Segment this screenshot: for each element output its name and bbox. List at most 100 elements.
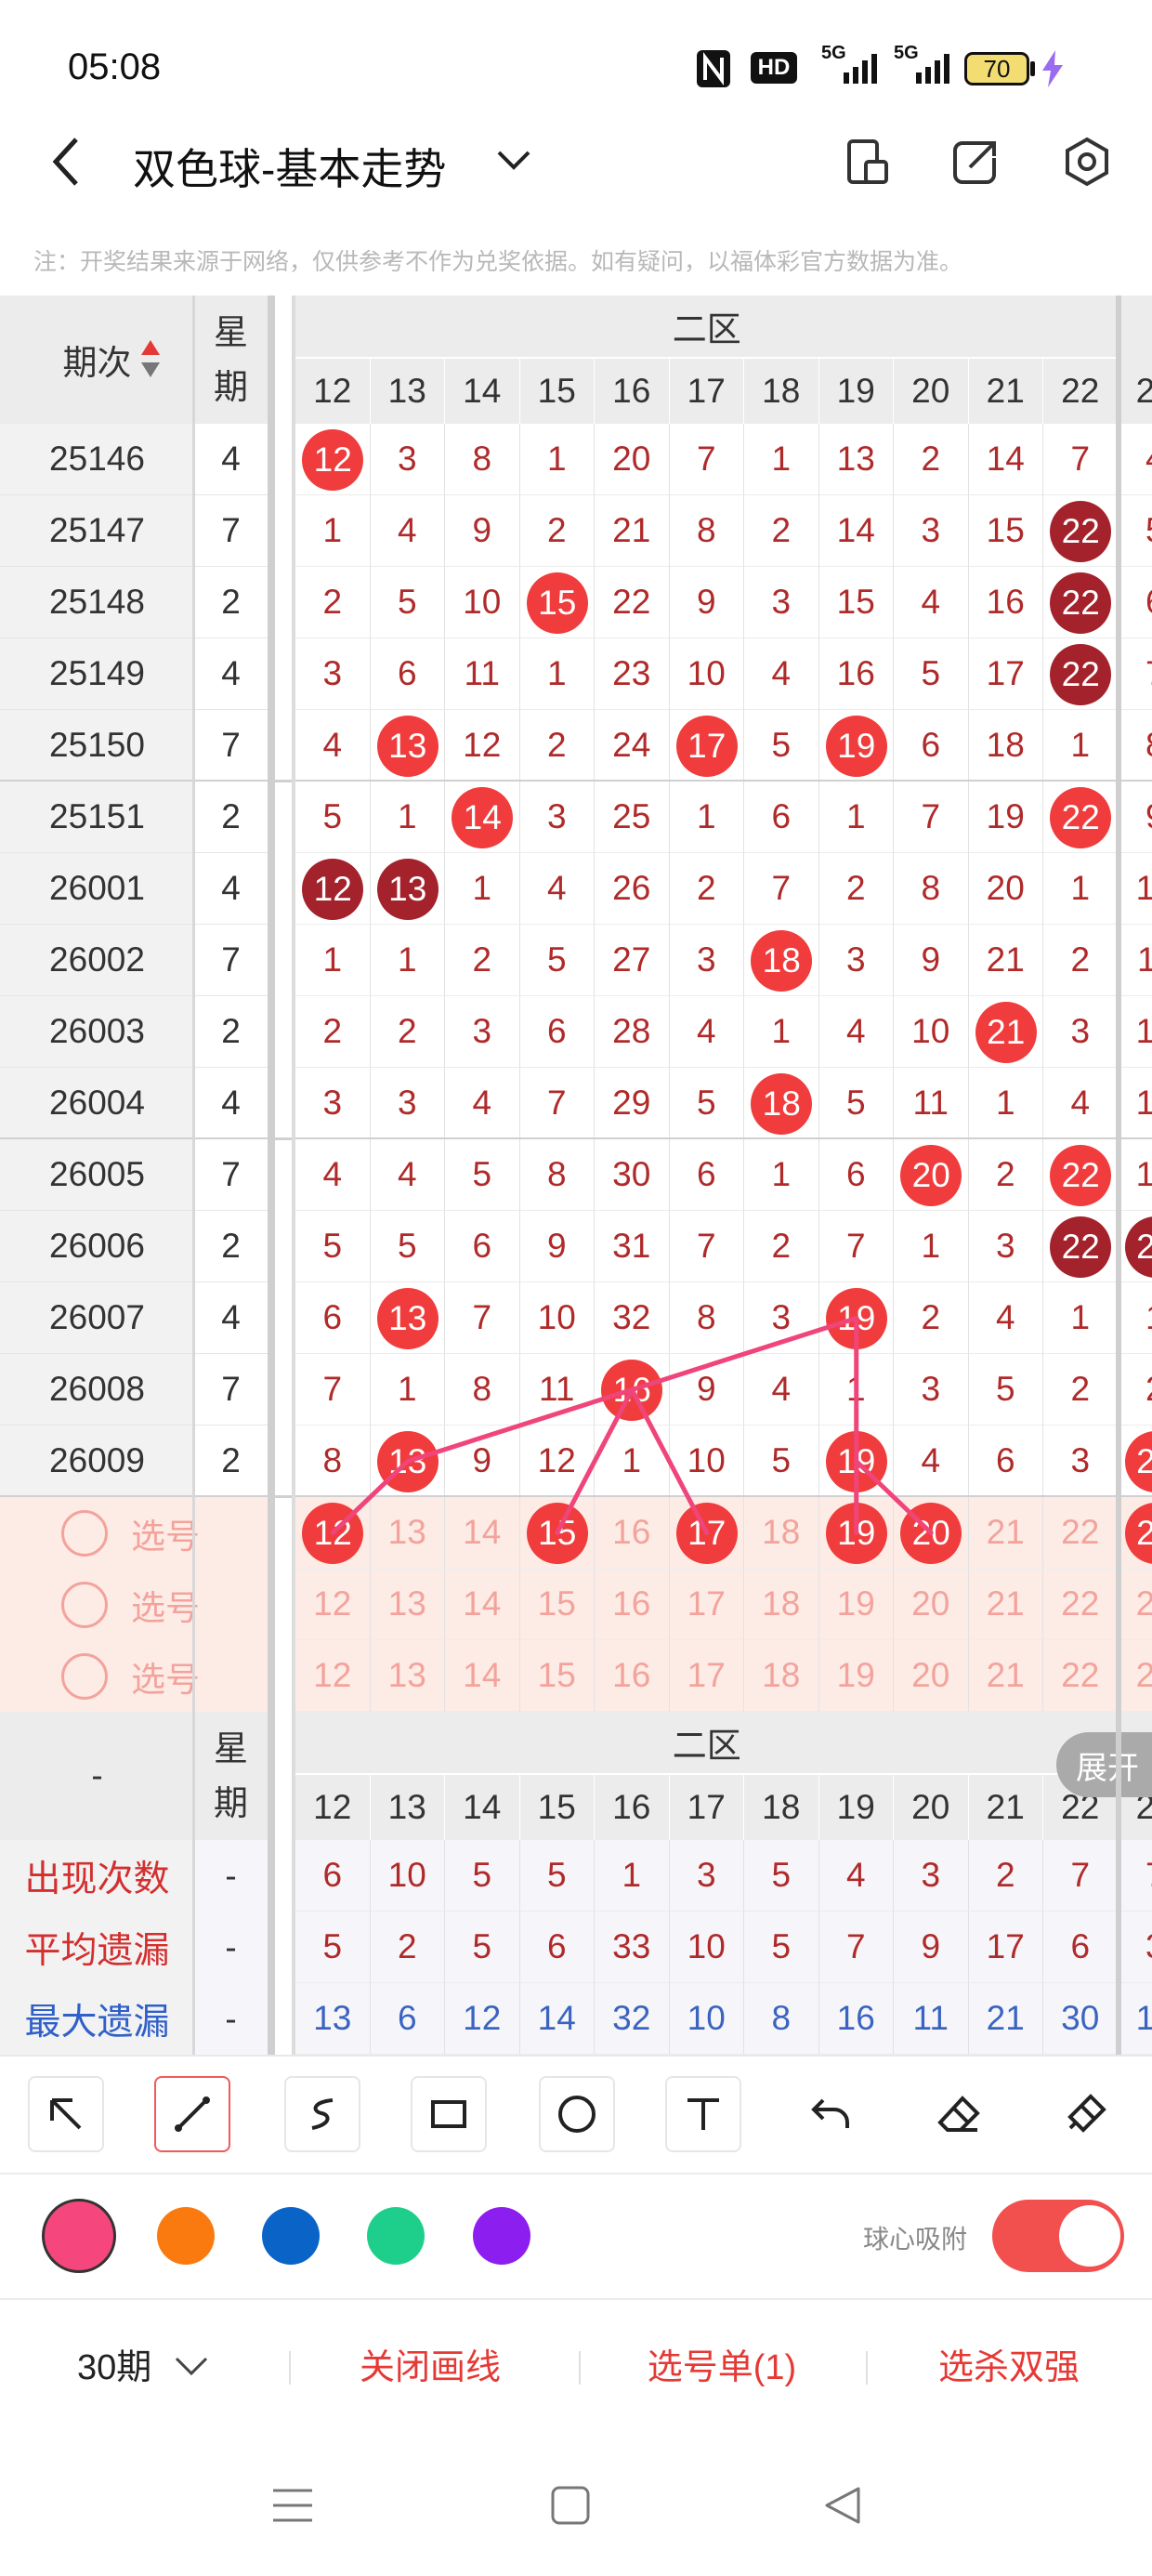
cell: 6	[1118, 567, 1152, 638]
cell: 7	[669, 424, 744, 495]
period: 25149	[0, 638, 194, 710]
line-tool[interactable]	[154, 2076, 230, 2152]
period-selector[interactable]: 30期	[77, 2348, 152, 2387]
select-label[interactable]: 选号	[131, 1660, 200, 1699]
pick-list-button[interactable]: 选号单(1)	[647, 2348, 797, 2387]
status-time: 05:08	[68, 46, 162, 87]
cell: 8	[744, 1983, 819, 2055]
cell: 27	[595, 925, 670, 996]
cell: 15	[519, 567, 595, 638]
cell: 4	[295, 1139, 371, 1211]
cell: 26	[595, 853, 670, 925]
nav-home[interactable]	[550, 2485, 591, 2526]
select-label[interactable]: 选号	[131, 1517, 200, 1556]
eraser-tool[interactable]	[922, 2076, 998, 2152]
clear-tool[interactable]	[1048, 2076, 1124, 2152]
select-radio[interactable]	[61, 1652, 108, 1700]
cell: 5	[1118, 495, 1152, 567]
cell: 1	[744, 1139, 819, 1211]
ball: 16	[601, 1359, 663, 1421]
color-swatch[interactable]	[473, 2207, 530, 2265]
stat-label: 最大遗漏	[0, 1983, 194, 2055]
rect-tool[interactable]	[411, 2076, 487, 2152]
period: 25148	[0, 567, 194, 638]
cell: 8	[669, 495, 744, 567]
ball: 13	[376, 715, 439, 777]
color-swatch[interactable]	[262, 2207, 320, 2265]
cell: 22	[1043, 1211, 1119, 1282]
column-number: 13	[370, 1775, 445, 1840]
sort-arrows[interactable]	[139, 338, 162, 379]
share-button[interactable]	[949, 136, 1001, 188]
ball: 13	[376, 1430, 439, 1492]
close-drawing-button[interactable]: 关闭画线	[359, 2348, 501, 2387]
cell: 1	[519, 638, 595, 710]
column-number: 18	[744, 359, 819, 424]
select-radio[interactable]	[61, 1581, 108, 1628]
period: 26008	[0, 1354, 194, 1426]
expand-button[interactable]: 展开	[1056, 1732, 1152, 1797]
column-number: 13	[370, 359, 445, 424]
cell: 3	[894, 495, 969, 567]
cell: 14	[445, 1497, 520, 1569]
ball: 22	[1050, 572, 1112, 634]
color-swatch[interactable]	[42, 2199, 116, 2273]
cell: 14	[445, 1640, 520, 1712]
signal-icon	[844, 54, 877, 84]
period: 25150	[0, 710, 194, 782]
nav-menu[interactable]	[269, 2485, 316, 2526]
cell: 3	[744, 567, 819, 638]
signal-icon	[916, 54, 949, 84]
cell: 4	[370, 1139, 445, 1211]
select-radio[interactable]	[61, 1509, 108, 1557]
cell: 1	[818, 782, 894, 853]
ball: 19	[825, 1502, 887, 1564]
kill-button[interactable]: 选杀双强	[937, 2348, 1080, 2387]
title-dropdown[interactable]	[495, 147, 532, 175]
weekday: -	[194, 1840, 268, 1912]
cell: 12	[445, 710, 520, 782]
cell: 12	[519, 1426, 595, 1497]
network-label: 5G	[821, 43, 846, 63]
cell: 15	[968, 495, 1043, 567]
select-label[interactable]: 选号	[131, 1588, 200, 1627]
zone-divider	[1115, 296, 1121, 2056]
cell: 4	[968, 1282, 1043, 1354]
cell: 3	[894, 1840, 969, 1912]
snap-toggle[interactable]	[992, 2200, 1124, 2272]
weekday: 2	[194, 782, 268, 853]
cell: 5	[445, 1912, 520, 1983]
cell: 3	[894, 1354, 969, 1426]
period: 26009	[0, 1426, 194, 1497]
cell: 10	[669, 1426, 744, 1497]
column-number: 18	[744, 1775, 819, 1840]
cell: 21	[968, 1983, 1043, 2055]
nav-back[interactable]	[821, 2485, 864, 2526]
curve-tool[interactable]	[284, 2076, 360, 2152]
cell: 8	[295, 1426, 371, 1497]
cell: 20	[894, 1640, 969, 1712]
weekday: -	[194, 1912, 268, 1983]
weekday: 4	[194, 638, 268, 710]
layout-button[interactable]	[844, 138, 894, 188]
color-swatch[interactable]	[157, 2207, 215, 2265]
cell: 19	[818, 1640, 894, 1712]
cell: 14	[445, 1569, 520, 1640]
settings-button[interactable]	[1061, 136, 1113, 188]
select-tool[interactable]	[28, 2076, 104, 2152]
cell: 3	[818, 925, 894, 996]
back-button[interactable]	[48, 136, 85, 188]
page-title[interactable]: 双色球-基本走势	[133, 145, 447, 193]
weekday: 2	[194, 1426, 268, 1497]
cell: 3	[295, 1068, 371, 1139]
cell: 2	[744, 495, 819, 567]
ball: 22	[1050, 786, 1112, 848]
undo-tool[interactable]	[793, 2076, 870, 2152]
cell: 9	[445, 1426, 520, 1497]
cell: 12	[445, 1983, 520, 2055]
color-swatch[interactable]	[367, 2207, 425, 2265]
circle-tool[interactable]	[539, 2076, 615, 2152]
period-dropdown[interactable]	[173, 2353, 210, 2381]
cell: 1	[1043, 710, 1119, 782]
text-tool[interactable]	[665, 2076, 741, 2152]
